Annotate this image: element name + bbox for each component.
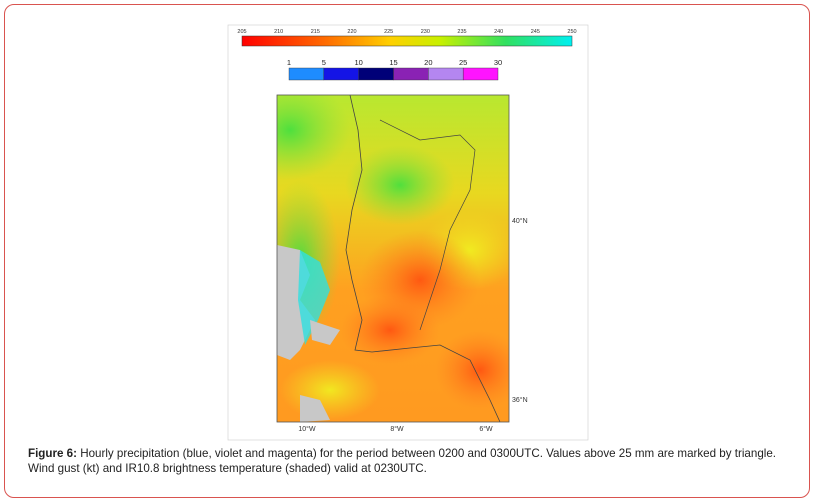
lat-label: 40°N [512,217,528,225]
colorbar-segment [323,67,359,81]
colorbar-segment [462,67,499,81]
colorbar-tick-label: 210 [274,29,283,35]
colorbar-tick-label: 230 [421,29,430,35]
colorbar-segment [428,67,464,81]
colorbar-tick-label: 250 [567,29,576,35]
colorbar-tick-label: 235 [457,29,466,35]
colorbar-tick-label: 20 [424,58,432,67]
map [277,95,509,422]
lat-label: 36°N [512,396,528,404]
colorbar-segment [288,67,325,81]
colorbar-tick-label: 240 [494,29,503,35]
colorbar-tick-label: 1 [287,58,291,67]
lon-label: 8°W [390,425,404,433]
caption-label: Figure 6: [28,447,77,460]
colorbar-segment [393,67,429,81]
colorbar-segment [358,67,394,81]
lon-label: 10°W [298,425,316,433]
colorbar-tick-label: 245 [531,29,540,35]
colorbar-tick-label: 15 [389,58,397,67]
colorbar-tick-label: 205 [237,29,246,35]
colorbar-tick-label: 25 [459,58,467,67]
colorbar-tick-label: 220 [347,29,356,35]
figure-frame [4,4,810,498]
caption-text: Hourly precipitation (blue, violet and m… [28,447,777,475]
precipitation-colorbar [288,67,499,81]
colorbar-tick-label: 30 [494,58,502,67]
colorbar-tick-label: 225 [384,29,393,35]
colorbar-tick-label: 5 [322,58,326,67]
colorbar-tick-label: 215 [311,29,320,35]
caption: Figure 6: Hourly precipitation (blue, vi… [28,446,788,476]
colorbar-tick-label: 10 [354,58,362,67]
temperature-colorbar [241,35,573,47]
lon-label: 6°W [479,425,493,433]
